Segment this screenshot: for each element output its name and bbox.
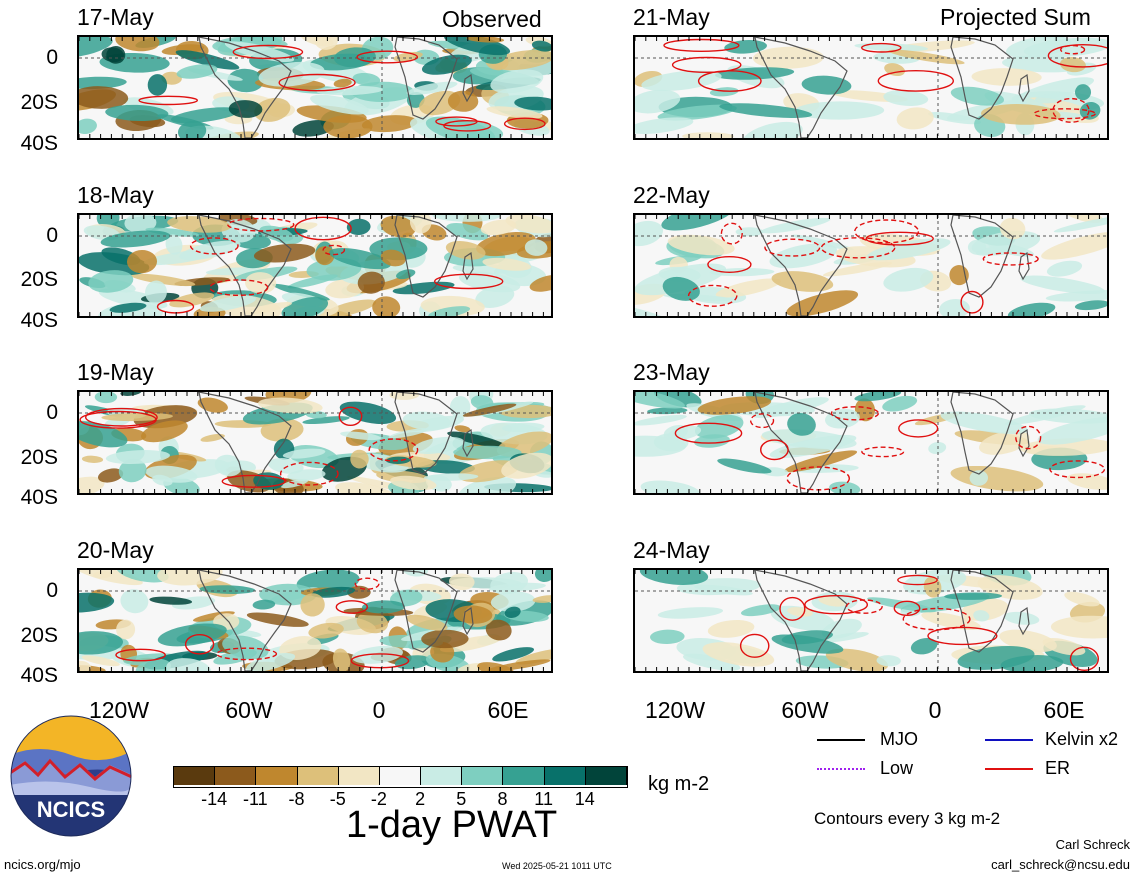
colorbar-segment — [338, 767, 380, 785]
y-tick-label: 40S — [20, 486, 58, 509]
observed-map-panel — [77, 568, 553, 673]
ncics-logo: NCICS — [10, 715, 132, 837]
panel-date-label: 23-May — [633, 359, 710, 385]
y-tick-label: 20S — [20, 268, 58, 291]
colorbar-segment — [503, 767, 545, 785]
x-tick-label: 0 — [928, 697, 942, 723]
legend-label: Kelvin x2 — [1045, 729, 1119, 749]
observed-map-panel — [77, 213, 553, 318]
colorbar-units: kg m-2 — [648, 773, 710, 795]
timestamp: Wed 2025-05-21 1011 UTC — [502, 861, 612, 871]
mjo-legend-line — [817, 739, 865, 741]
colorbar-segment — [462, 767, 504, 785]
colorbar-segment — [174, 767, 216, 785]
colorbar-segment — [379, 767, 422, 785]
panel-date-label: 17-May — [77, 4, 154, 30]
observed-map-panel — [77, 35, 553, 140]
y-tick-label: 0 — [46, 224, 58, 247]
projected-column-title: Projected Sum — [940, 4, 1091, 30]
colorbar-segment — [544, 767, 586, 785]
y-tick-label: 20S — [20, 624, 58, 647]
projected-map-panel — [633, 35, 1109, 140]
logo-text: NCICS — [37, 797, 105, 822]
figure-title: 1-day PWAT — [346, 804, 558, 846]
low-legend-line — [817, 768, 865, 770]
colorbar-tick-label: -5 — [329, 789, 346, 809]
contour-note: Contours every 3 kg m-2 — [814, 809, 1001, 828]
y-tick-label: 0 — [46, 46, 58, 69]
colorbar-tick-label: -14 — [201, 789, 228, 809]
projected-map-panel — [633, 390, 1109, 495]
author-name: Carl Schreck — [1055, 837, 1130, 852]
x-tick-label: 60E — [487, 697, 529, 723]
observed-map-panel — [77, 390, 553, 495]
panel-date-label: 19-May — [77, 359, 154, 385]
y-tick-label: 20S — [20, 446, 58, 469]
y-tick-label: 20S — [20, 91, 58, 114]
panel-date-label: 22-May — [633, 182, 710, 208]
colorbar-tick-label: 2 — [415, 789, 426, 809]
projected-map-panel — [633, 568, 1109, 673]
colorbar-tick-label: -11 — [243, 789, 268, 809]
panel-date-label: 18-May — [77, 182, 154, 208]
x-tick-label: 120W — [88, 697, 150, 723]
colorbar — [173, 766, 628, 788]
colorbar-tick-label: 11 — [534, 789, 553, 809]
x-tick-label: 60W — [225, 697, 273, 723]
colorbar-segment — [215, 767, 257, 785]
legend-label: MJO — [880, 729, 918, 749]
panel-date-label: 21-May — [633, 4, 710, 30]
y-tick-label: 40S — [20, 664, 58, 687]
y-tick-label: 40S — [20, 132, 58, 155]
colorbar-segment — [421, 767, 463, 785]
colorbar-segment — [256, 767, 298, 785]
panel-date-label: 20-May — [77, 537, 154, 563]
author-email[interactable]: carl_schreck@ncsu.edu — [991, 857, 1130, 872]
x-tick-label: 120W — [644, 697, 706, 723]
colorbar-segment — [585, 767, 627, 785]
y-tick-label: 0 — [46, 579, 58, 602]
legend-label: Low — [880, 758, 914, 778]
site-link[interactable]: ncics.org/mjo — [4, 857, 81, 872]
colorbar-tick-label: 14 — [574, 789, 595, 809]
y-tick-label: 0 — [46, 401, 58, 424]
legend-label: ER — [1045, 758, 1071, 778]
x-tick-label: 0 — [372, 697, 386, 723]
projected-map-panel — [633, 213, 1109, 318]
colorbar-tick-label: -2 — [370, 789, 387, 809]
observed-column-title: Observed — [442, 6, 542, 32]
y-tick-label: 40S — [20, 309, 58, 332]
colorbar-segment — [297, 767, 339, 785]
kelvin-legend-line — [985, 739, 1033, 741]
panel-date-label: 24-May — [633, 537, 710, 563]
colorbar-tick-label: -8 — [288, 789, 305, 809]
er-legend-line — [985, 768, 1033, 770]
x-tick-label: 60E — [1043, 697, 1085, 723]
colorbar-tick-label: 5 — [456, 789, 467, 809]
colorbar-tick-label: 8 — [497, 789, 508, 809]
x-tick-label: 60W — [781, 697, 829, 723]
